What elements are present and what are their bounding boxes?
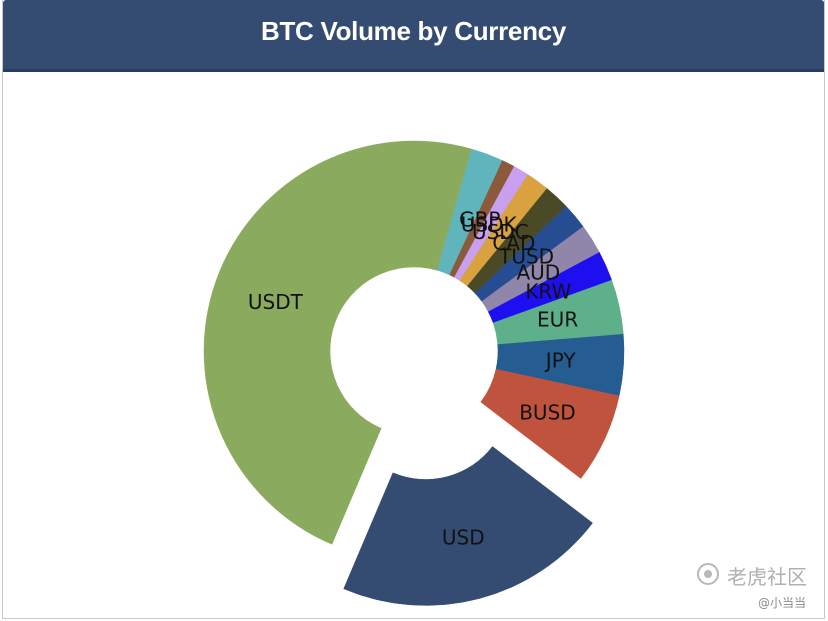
slice-label-usd: USD bbox=[442, 526, 485, 550]
slice-label-tusd: TUSD bbox=[498, 245, 554, 269]
chart-title: BTC Volume by Currency bbox=[261, 16, 566, 46]
slice-label-gbp: GBP bbox=[459, 208, 500, 232]
watermark-logo-icon bbox=[697, 563, 719, 585]
watermark-brand: 老虎社区 bbox=[727, 565, 807, 589]
slice-label-krw: KRW bbox=[525, 279, 571, 303]
slice-label-usdk: USDK bbox=[461, 212, 518, 236]
slice-label-eur: EUR bbox=[537, 308, 578, 332]
slice-label-usdc: USDC bbox=[472, 220, 529, 244]
chart-header: BTC Volume by Currency bbox=[3, 0, 824, 72]
slice-usd[interactable] bbox=[343, 446, 593, 606]
slice-label-jpy: JPY bbox=[544, 349, 577, 373]
watermark-user: @小当当 bbox=[758, 596, 807, 610]
slice-label-usdt: USDT bbox=[248, 290, 304, 314]
slice-label-busd: BUSD bbox=[519, 401, 575, 425]
slice-label-cad: CAD bbox=[492, 231, 535, 255]
slice-label-aud: AUD bbox=[516, 261, 560, 285]
donut-slices bbox=[203, 140, 625, 606]
